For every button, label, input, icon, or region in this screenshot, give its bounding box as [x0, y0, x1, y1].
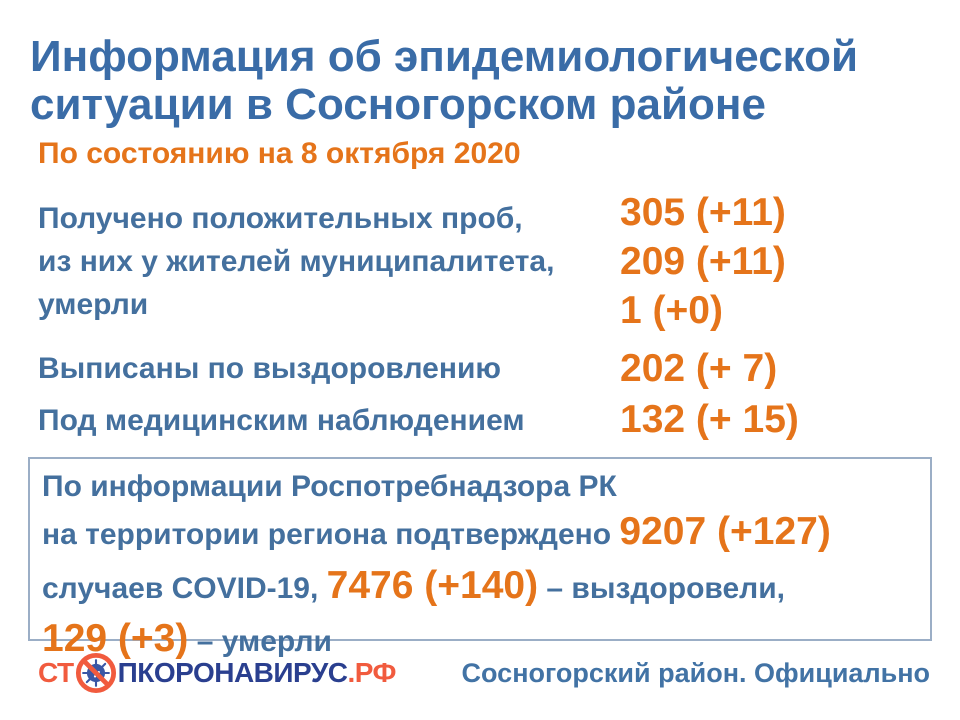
- no-virus-icon: [75, 652, 116, 694]
- logo-text-rf: .РФ: [347, 657, 396, 688]
- summary-line-deaths: 129 (+3) – умерли: [42, 617, 916, 669]
- stat-label-under-observation: Под медицинским наблюдением: [38, 404, 525, 437]
- stat-label-recovered: Выписаны по выздоровлению: [38, 352, 502, 385]
- stat-label-municipal-residents: из них у жителей муниципалитета,: [38, 245, 555, 278]
- stat-label-deaths: умерли: [38, 288, 149, 321]
- summary-cases-text: случаев COVID-19,: [42, 572, 327, 605]
- summary-confirmed-text: на территории региона подтверждено: [42, 518, 620, 551]
- logo-text-koronavirus: ПКОРОНАВИРУС: [117, 657, 348, 688]
- stat-value-deaths: 1 (+0): [620, 289, 723, 332]
- attribution-text: Сосногорский район. Официально: [461, 658, 930, 688]
- summary-box: По информации Роспотребнадзора РК на тер…: [28, 457, 932, 660]
- summary-line-source: По информации Роспотребнадзора РК: [42, 470, 617, 503]
- positive-samples-values: 305 (+11) 209 (+11) 1 (+0): [620, 188, 786, 335]
- region-deaths-value: 129 (+3): [42, 617, 189, 660]
- summary-deaths-text: – умерли: [188, 625, 332, 658]
- stat-value-positive-samples: 305 (+11): [620, 191, 786, 234]
- positive-samples-labels: Получено положительных проб, из них у жи…: [38, 197, 554, 326]
- stopcoronavirus-logo: СТ ПКОРОНАВИРУС .РФ: [38, 650, 396, 696]
- stat-value-municipal-residents: 209 (+11): [620, 240, 786, 283]
- stat-label-positive-samples: Получено положительных проб,: [38, 202, 523, 235]
- stat-value-recovered: 202 (+ 7): [620, 347, 778, 390]
- summary-line-confirmed: на территории региона подтверждено 9207 …: [42, 509, 916, 563]
- report-date: По состоянию на 8 октября 2020: [38, 137, 521, 170]
- summary-line-recovered: случаев COVID-19, 7476 (+140) – выздоров…: [42, 563, 916, 617]
- summary-recovered-text: – выздоровели,: [538, 572, 785, 605]
- stat-value-under-observation: 132 (+ 15): [620, 398, 799, 441]
- region-recovered-value: 7476 (+140): [326, 564, 539, 607]
- region-confirmed-value: 9207 (+127): [619, 510, 831, 553]
- page-title: Информация об эпидемиологической ситуаци…: [30, 32, 859, 129]
- logo-text-st: СТ: [38, 657, 74, 688]
